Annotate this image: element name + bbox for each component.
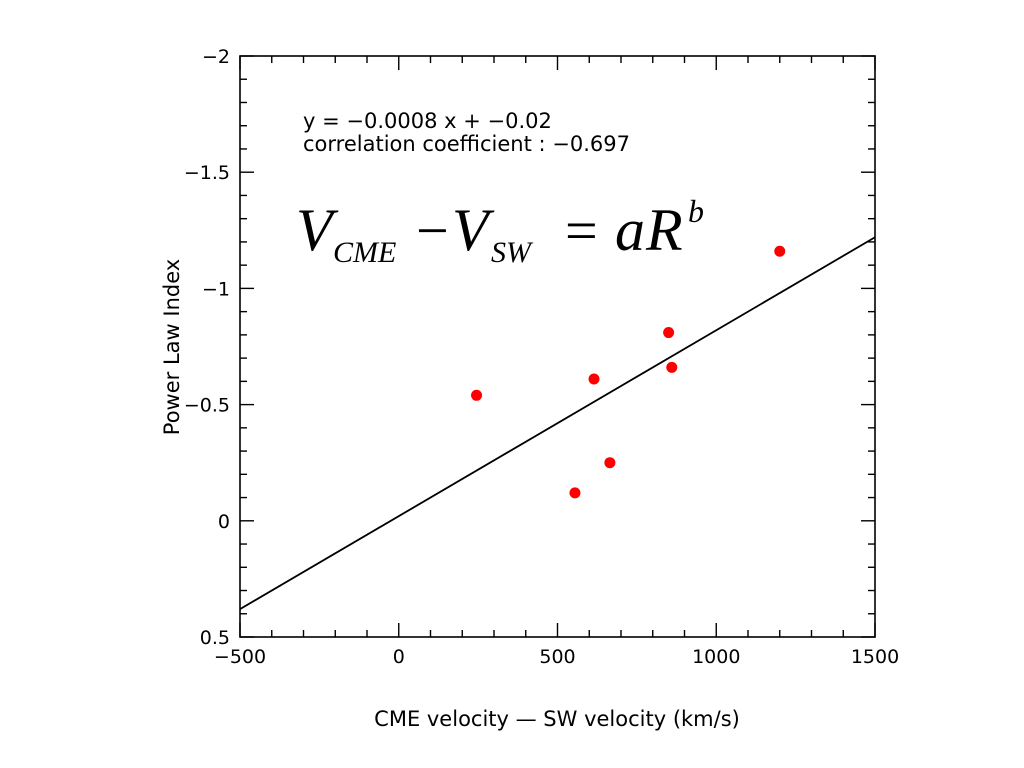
fit-line-group [239,236,876,610]
y-tick-label: −0.5 [184,395,230,417]
formula: V CME − V SW = a R b [296,193,704,269]
fit-line [239,236,876,610]
formula-exp-b: b [688,193,704,229]
data-point [663,327,675,339]
equation-annotation: y = −0.0008 x + −0.02 [303,109,552,133]
formula-equals: = [565,198,598,263]
y-axis-label: Power Law Index [160,259,184,435]
formula-sub-cme: CME [333,236,396,269]
y-tick-label: −1 [202,278,230,300]
y-tick-label: −1.5 [184,162,230,184]
formula-minus: − [416,198,449,263]
data-point [569,487,581,499]
x-axis: −500 0 500 1000 1500 [214,56,899,668]
formula-v-sw: V [452,197,495,263]
data-point [604,457,616,469]
data-point [588,373,600,385]
formula-v-cme: V [296,197,339,263]
formula-sub-sw: SW [491,236,534,269]
x-tick-label: 1500 [851,646,899,668]
y-tick-label: 0.5 [200,627,230,649]
data-points [471,245,786,499]
data-point [774,245,786,257]
y-tick-label: −2 [202,46,230,68]
data-point [471,389,483,401]
y-tick-label: 0 [218,511,230,533]
x-tick-label: −500 [214,646,266,668]
data-point [666,361,678,373]
x-tick-label: 0 [393,646,405,668]
y-axis: −2 −1.5 −1 −0.5 0 0.5 [184,46,875,649]
x-tick-label: 1000 [692,646,740,668]
formula-r: R [645,197,683,263]
x-tick-label: 500 [539,646,575,668]
x-axis-label: CME velocity — SW velocity (km/s) [374,707,740,731]
formula-a: a [615,197,645,263]
correlation-annotation: correlation coefficient : −0.697 [303,132,630,156]
